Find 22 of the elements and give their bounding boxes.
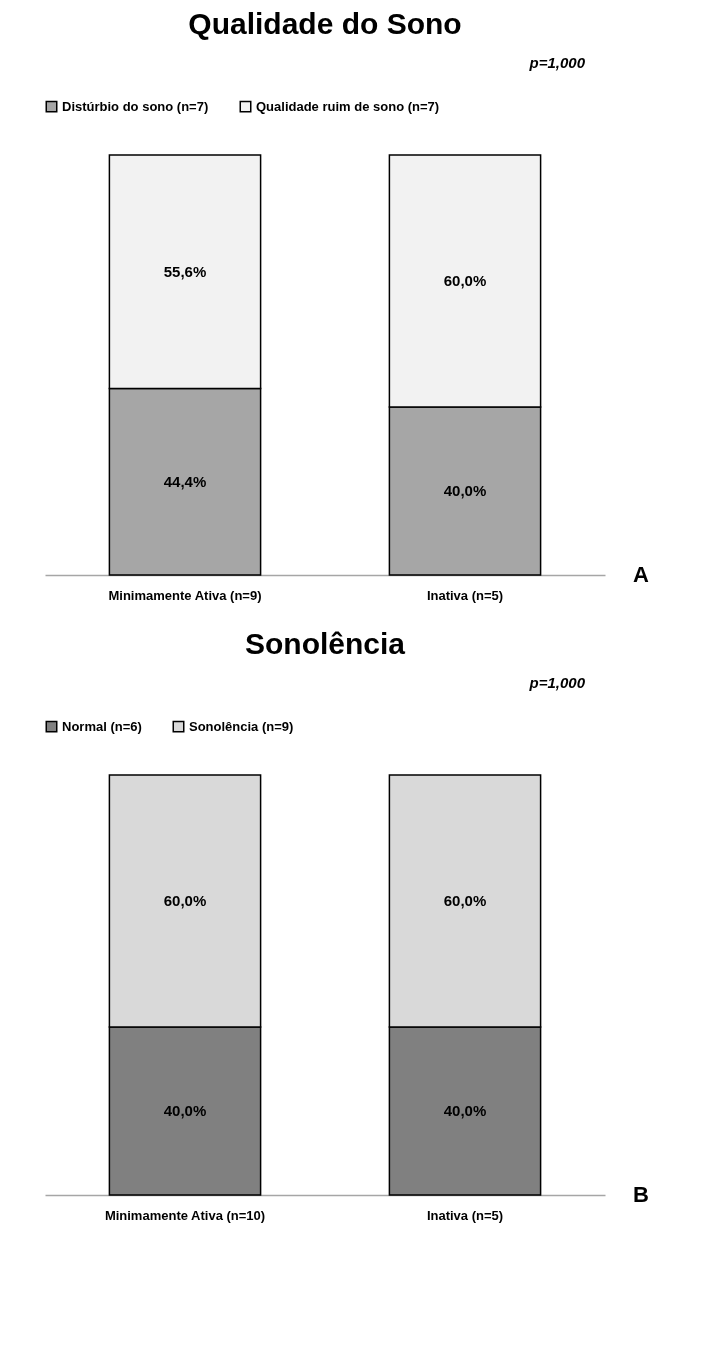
legend-label: Sonolência (n=9) [189, 718, 294, 734]
x-tick-label: Minimamente Ativa (n=9) [108, 587, 262, 603]
x-tick-label: Minimamente Ativa (n=10) [104, 1207, 266, 1223]
data-label: 40,0% [163, 1102, 207, 1119]
x-tick-label: Inativa (n=5) [426, 587, 504, 603]
data-label: 55,6% [163, 262, 207, 280]
data-label: 60,0% [443, 892, 487, 909]
data-label: 44,4% [163, 472, 207, 490]
text: p=1,000 [528, 674, 586, 691]
data-label: 40,0% [443, 482, 487, 499]
data-label: 60,0% [443, 272, 487, 289]
data-label: 60,0% [163, 892, 207, 909]
chart-title: Sonolência [244, 627, 406, 660]
text: B [633, 1182, 649, 1207]
data-label: 40,0% [443, 1102, 487, 1119]
legend-label: Qualidade ruim de sono (n=7) [256, 98, 440, 114]
text: A [633, 562, 649, 587]
text: p=1,000 [528, 54, 586, 71]
x-tick-label: Inativa (n=5) [426, 1207, 504, 1223]
legend-label: Distúrbio do sono (n=7) [62, 98, 209, 114]
legend-label: Normal (n=6) [62, 718, 142, 734]
chart-title: Qualidade do Sono [188, 7, 462, 40]
